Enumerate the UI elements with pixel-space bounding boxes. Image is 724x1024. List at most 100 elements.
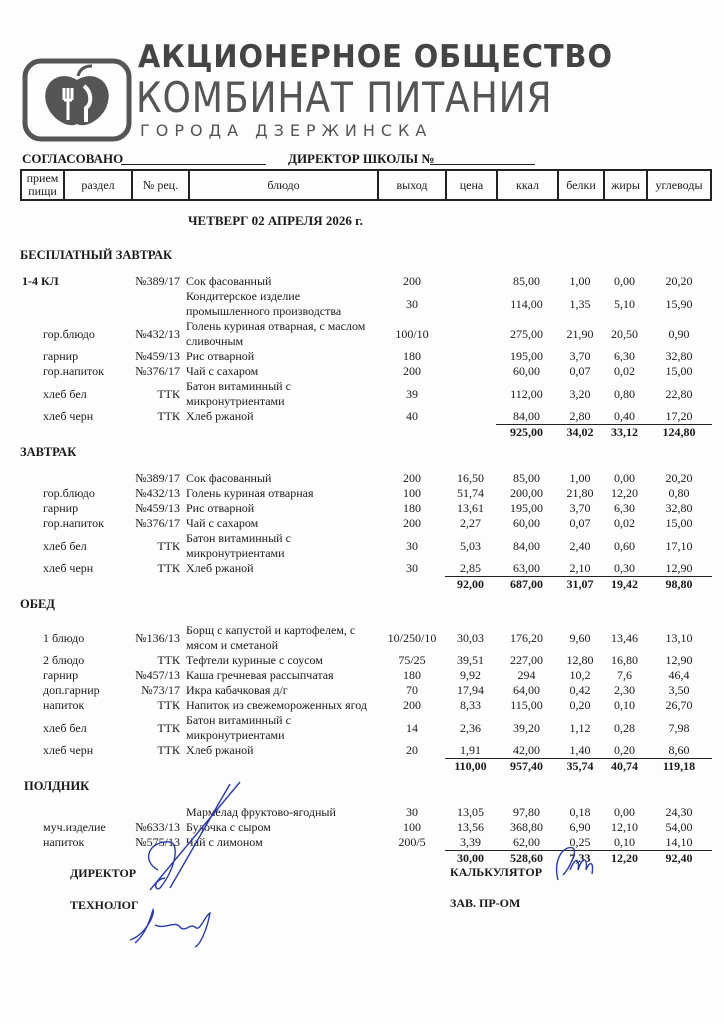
cell-dish: Хлеб ржаной <box>186 743 254 757</box>
table-row: 2 блюдо ТТК Тефтели куриные с соусом 75/25 3… <box>20 653 712 668</box>
table-row: Кондитерское изделие промышленного произ… <box>20 289 712 319</box>
logo-line-2: КОМБИНАТ ПИТАНИЯ <box>136 73 553 122</box>
total-fat: 33,12 <box>603 424 646 440</box>
cell-fat: 2,30 <box>614 683 635 697</box>
table-row: напиток ТТК Напиток из свежемороженных яго… <box>20 698 712 713</box>
calculator-signature-icon <box>556 846 594 881</box>
cell-recipe: ТТК <box>157 386 180 401</box>
cell-dish: Хлеб ржаной <box>186 561 254 575</box>
cell-kcal: 114,00 <box>510 296 543 311</box>
cell-carbs: 32,80 <box>665 349 693 363</box>
cell-recipe: №459/13 <box>135 349 180 363</box>
cell-recipe: ТТК <box>157 698 180 712</box>
director-signature-icon <box>147 781 241 891</box>
cell-kcal: 195,00 <box>510 501 543 515</box>
table-row: 1 блюдо №136/13 Борщ с капустой и картофел… <box>20 623 712 653</box>
cell-protein: 0,20 <box>569 698 591 712</box>
cell-carbs: 0,90 <box>668 326 690 341</box>
cell-recipe: №136/13 <box>135 630 180 645</box>
cell-kcal: 85,00 <box>513 274 540 288</box>
cell-dish: Борщ с капустой и картофелем, с мясом и … <box>186 623 356 652</box>
total-kcal: 687,00 <box>496 576 557 592</box>
cell-output: 200 <box>403 364 421 378</box>
cell-output: 200 <box>403 274 421 288</box>
total-kcal: 957,40 <box>496 758 557 774</box>
total-row: 925,00 34,02 33,12 124,80 <box>20 424 712 440</box>
cell-output: 30 <box>406 561 418 575</box>
cell-output: 100 <box>403 820 421 834</box>
cell-price: 13,56 <box>457 820 484 834</box>
cell-carbs: 54,00 <box>665 820 693 834</box>
head-production-label: ЗАВ. ПР-ОМ <box>450 896 521 910</box>
cell-protein: 2,10 <box>569 561 591 575</box>
total-row: 30,00 528,60 7,33 12,20 92,40 <box>20 850 712 866</box>
cell-output: 200 <box>403 516 421 530</box>
cell-fat: 20,50 <box>611 326 638 341</box>
cell-price: 17,94 <box>457 683 484 697</box>
cell-carbs: 0,80 <box>668 486 690 500</box>
cell-output: 40 <box>406 409 418 423</box>
cell-carbs: 14,10 <box>665 835 693 849</box>
cell-kcal: 115,00 <box>510 698 543 712</box>
cell-dish: Мармелад фруктово-ягодный <box>186 805 336 819</box>
cell-carbs: 13,10 <box>665 630 693 645</box>
col-carbs: углеводы <box>646 169 712 201</box>
table-row: гор.напиток №376/17 Чай с сахаром 200 60,00 0… <box>20 364 712 379</box>
total-protein: 34,02 <box>557 424 603 440</box>
cell-fat: 0,10 <box>614 698 635 712</box>
table-row: муч.изделие №633/13 Булочка с сыром 100 13,5… <box>20 820 712 835</box>
director-school-label: ДИРЕКТОР ШКОЛЫ № <box>288 151 435 166</box>
cell-kcal: 176,20 <box>510 630 543 645</box>
cell-section: гор.напиток <box>43 364 104 378</box>
cell-dish: Чай с лимоном <box>186 835 263 849</box>
cell-kcal: 60,00 <box>513 516 540 530</box>
table-row: хлеб черн ТТК Хлеб ржаной 40 84,00 2,80 0,40 17… <box>20 409 712 424</box>
cell-fat: 0,02 <box>614 516 635 530</box>
cell-price: 13,61 <box>457 501 484 515</box>
cell-protein: 2,80 <box>569 409 591 423</box>
cell-output: 70 <box>406 683 418 697</box>
cell-output: 30 <box>406 296 418 311</box>
cell-dish: Каша гречневая рассыпчатая <box>186 668 334 682</box>
cell-output: 20 <box>406 743 418 757</box>
cell-fat: 0,60 <box>614 538 635 553</box>
table-row: хлеб черн ТТК Хлеб ржаной 30 2,85 63,00 2,10 0,… <box>20 561 712 576</box>
cell-section: доп.гарнир <box>43 683 100 697</box>
cell-output: 200 <box>403 698 421 712</box>
col-dish: блюдо <box>188 169 379 201</box>
cell-dish: Кондитерское изделие промышленного произ… <box>186 289 342 318</box>
cell-section: хлеб черн <box>43 561 94 575</box>
cell-dish: Батон витаминный с микронутриентами <box>186 531 291 560</box>
cell-carbs: 8,60 <box>668 743 690 757</box>
table-row: 1-4 КЛ №389/17 Сок фасованный 200 85,00 1,00 0… <box>20 274 712 289</box>
menu-section: ОБЕД 1 блюдо №136/13 Борщ с капустой и карт… <box>20 595 712 774</box>
cell-fat: 0,28 <box>614 720 635 735</box>
cell-fat: 0,02 <box>614 364 635 378</box>
cell-recipe: №432/13 <box>135 486 180 500</box>
section-title: ПОЛДНИК <box>24 779 90 793</box>
cell-carbs: 32,80 <box>665 501 693 515</box>
cell-dish: Чай с сахаром <box>186 516 259 530</box>
cell-protein: 0,42 <box>569 683 591 697</box>
cell-recipe: ТТК <box>157 561 180 575</box>
cell-recipe: №73/17 <box>141 683 180 697</box>
cell-protein: 3,70 <box>569 349 591 363</box>
cell-output: 10/250/10 <box>387 630 437 645</box>
cell-dish: Рис отварной <box>186 349 255 363</box>
table-row: гор.блюдо №432/13 Голень куриная отварная,… <box>20 319 712 349</box>
cell-price: 30,03 <box>457 630 484 645</box>
cell-protein: 9,60 <box>569 630 591 645</box>
cell-fat: 0,00 <box>614 471 635 485</box>
calculator-label: КАЛЬКУЛЯТОР <box>450 865 543 879</box>
technologist-signature-icon <box>129 907 211 948</box>
cell-price: 51,74 <box>457 486 484 500</box>
director-school-line <box>430 164 535 165</box>
table-row: гор.блюдо №432/13 Голень куриная отварная 1… <box>20 486 712 501</box>
cell-price: 39,51 <box>457 653 484 667</box>
cell-carbs: 15,00 <box>665 516 693 530</box>
cell-protein: 21,80 <box>566 486 594 500</box>
cell-output: 100 <box>403 486 421 500</box>
cell-dish: Хлеб ржаной <box>186 409 254 423</box>
menu-body: БЕСПЛАТНЫЙ ЗАВТРАК 1-4 КЛ №389/17 Сок фасов… <box>20 246 712 869</box>
table-row: гарнир №457/13 Каша гречневая рассыпчатая 1… <box>20 668 712 683</box>
